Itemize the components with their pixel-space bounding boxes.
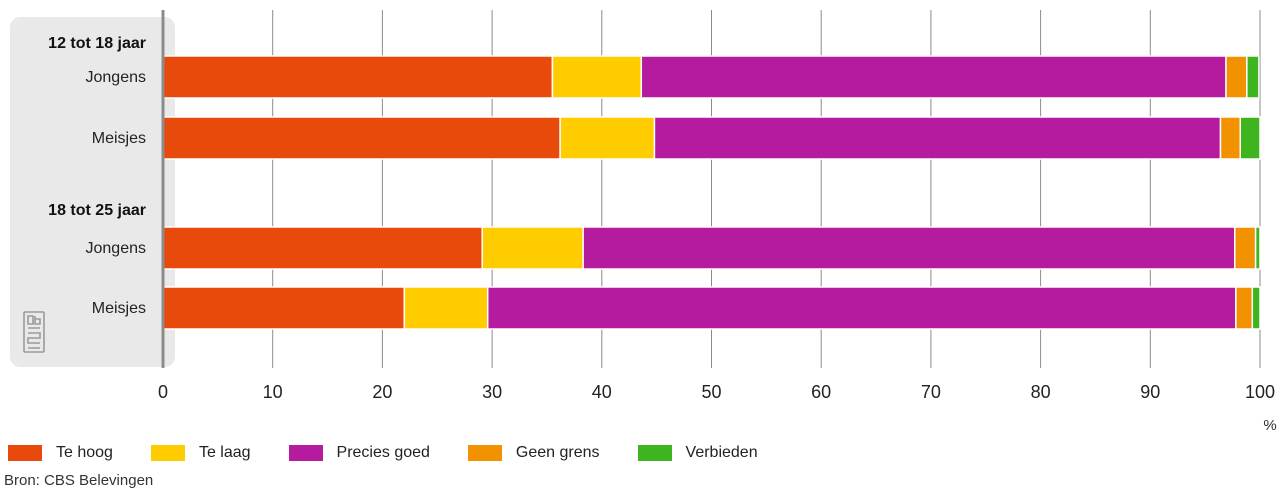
legend-label: Te hoog — [56, 444, 113, 461]
legend: Te hoog Te laag Precies goed Geen grens Verb… — [8, 444, 796, 462]
legend-swatch — [637, 445, 672, 461]
bar-segment — [1234, 226, 1257, 270]
bar-segment — [162, 116, 561, 160]
stacked-bar-chart: Jongens Meisjes Jongens Meisjes 12 tot 18 j… — [10, 10, 1277, 434]
bar-segment — [551, 55, 643, 99]
x-tick-label: 80 — [1031, 382, 1051, 402]
x-tick-label: 100 — [1245, 382, 1275, 402]
bar-segment — [1246, 55, 1260, 99]
bar-segment — [559, 116, 656, 160]
x-tick-label: 20 — [372, 382, 392, 402]
legend-item: Geen grens — [467, 444, 600, 462]
legend-item: Te hoog — [8, 444, 113, 462]
bar-segment — [162, 226, 483, 270]
x-tick-label: 90 — [1140, 382, 1160, 402]
legend-swatch — [8, 445, 42, 461]
source-note: Bron: CBS Belevingen — [4, 472, 154, 489]
category-label: Meisjes — [92, 130, 146, 147]
cbs-logo-icon — [23, 311, 45, 353]
x-tick-label: 10 — [263, 382, 283, 402]
legend-swatch — [467, 445, 502, 461]
x-tick-label: 60 — [811, 382, 831, 402]
legend-label: Te laag — [198, 444, 251, 461]
legend-label: Geen grens — [515, 444, 600, 461]
bar-segment — [1219, 116, 1242, 160]
bar-segment — [582, 226, 1236, 270]
bar-segment — [162, 55, 554, 99]
bar-segment — [1251, 286, 1261, 330]
bars — [162, 55, 1261, 330]
bar-segment — [1254, 226, 1261, 270]
x-tick-label: 0 — [158, 382, 168, 402]
group-labels: 12 tot 18 jaar 18 tot 25 jaar — [48, 35, 146, 219]
bar-segment — [486, 286, 1237, 330]
category-label: Jongens — [86, 69, 147, 86]
x-tick-label: 70 — [921, 382, 941, 402]
legend-swatch — [288, 445, 323, 461]
legend-item: Te laag — [150, 444, 251, 462]
x-tick-label: 50 — [701, 382, 721, 402]
category-labels: Jongens Meisjes Jongens Meisjes — [86, 69, 147, 317]
bar-segment — [1239, 116, 1261, 160]
x-tick-label: 30 — [482, 382, 502, 402]
bar-segment — [481, 226, 584, 270]
bar-segment — [653, 116, 1222, 160]
x-tick-label: 40 — [592, 382, 612, 402]
bar-segment — [162, 286, 406, 330]
group-label: 12 tot 18 jaar — [48, 35, 146, 52]
legend-label: Verbieden — [685, 444, 758, 461]
legend-item: Verbieden — [637, 444, 758, 462]
x-tick-labels: 0 10 20 30 40 50 60 70 80 90 100 — [158, 382, 1275, 402]
x-unit-label: % — [1263, 417, 1276, 434]
bar-segment — [403, 286, 489, 330]
legend-item: Precies goed — [288, 444, 430, 462]
group-label: 18 tot 25 jaar — [48, 202, 146, 219]
category-label: Meisjes — [92, 300, 146, 317]
bar-segment — [1235, 286, 1254, 330]
bar-segment — [1225, 55, 1248, 99]
category-label-panel — [10, 17, 175, 367]
bar-segment — [640, 55, 1227, 99]
category-label: Jongens — [86, 240, 147, 257]
legend-swatch — [150, 445, 185, 461]
legend-label: Precies goed — [336, 444, 430, 461]
